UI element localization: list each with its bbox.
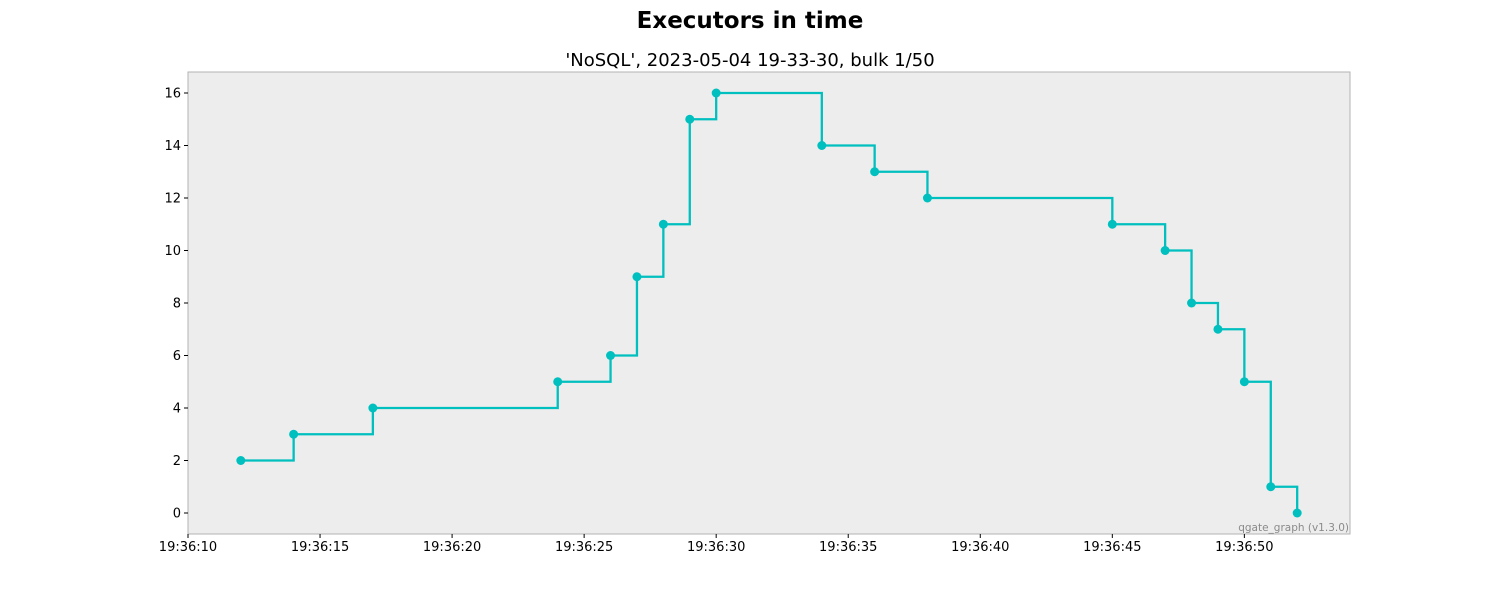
data-point — [1239, 377, 1249, 387]
data-point — [870, 167, 880, 177]
y-tick-label: 2 — [173, 454, 181, 469]
plot-background — [187, 71, 1351, 535]
x-tick-label: 19:36:25 — [555, 540, 613, 555]
data-point — [1107, 219, 1117, 229]
data-point — [1292, 508, 1302, 518]
x-tick-label: 19:36:20 — [423, 540, 481, 555]
y-tick-label: 6 — [173, 349, 181, 364]
x-tick-label: 19:36:10 — [159, 540, 217, 555]
data-point — [1213, 324, 1223, 334]
y-tick-label: 16 — [164, 87, 181, 102]
data-point — [553, 377, 563, 387]
data-point — [289, 429, 299, 439]
data-point — [658, 219, 668, 229]
data-point — [606, 351, 616, 360]
x-axis: 19:36:10 19:36:15 19:36:20 19:36:25 19:36:30… — [159, 534, 1274, 555]
x-tick-label: 19:36:40 — [951, 540, 1009, 555]
data-point — [1266, 482, 1276, 492]
data-point — [711, 88, 721, 98]
data-points — [236, 88, 1302, 518]
y-tick-label: 0 — [173, 507, 181, 522]
chart-subtitle: 'NoSQL', 2023-05-04 19-33-30, bulk 1/50 — [565, 50, 935, 71]
data-point — [1187, 298, 1197, 308]
watermark: qgate_graph (v1.3.0) — [1238, 522, 1349, 534]
y-axis: 0 2 4 6 8 10 12 14 16 — [164, 87, 188, 522]
data-point — [685, 114, 695, 124]
y-tick-label: 14 — [164, 139, 181, 154]
y-tick-label: 12 — [164, 192, 181, 207]
x-tick-label: 19:36:45 — [1083, 540, 1141, 555]
chart-title: Executors in time — [636, 8, 864, 34]
data-point — [632, 272, 642, 282]
y-tick-label: 8 — [173, 297, 181, 312]
y-tick-label: 4 — [173, 402, 181, 417]
data-point — [922, 193, 932, 203]
x-tick-label: 19:36:50 — [1215, 540, 1273, 555]
x-tick-label: 19:36:35 — [819, 540, 877, 555]
data-point — [817, 141, 827, 150]
data-point — [1160, 246, 1170, 255]
data-point — [236, 456, 246, 465]
y-tick-label: 10 — [164, 244, 181, 259]
data-point — [368, 403, 378, 413]
x-tick-label: 19:36:15 — [291, 540, 349, 555]
x-tick-label: 19:36:30 — [687, 540, 745, 555]
